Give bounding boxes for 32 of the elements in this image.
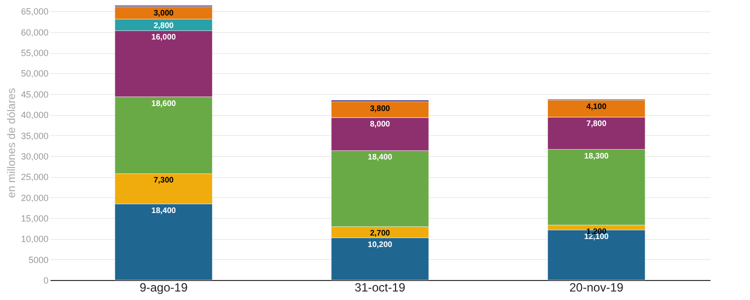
data-label: 7,300 xyxy=(154,176,174,185)
data-label: 3,000 xyxy=(154,8,174,18)
data-label: 2,700 xyxy=(370,228,391,238)
data-label: 18,400 xyxy=(151,206,176,215)
y-tick-label: 25,000 xyxy=(20,172,48,182)
x-tick-label: 20-nov-19 xyxy=(569,280,624,294)
x-tick-label: 31-oct-19 xyxy=(354,280,406,294)
data-label: 18,400 xyxy=(368,152,393,162)
y-tick-label: 5000 xyxy=(28,254,48,265)
y-tick-label: 40,000 xyxy=(20,110,48,120)
data-label: 18,600 xyxy=(151,98,176,108)
y-tick-label: 50,000 xyxy=(20,68,48,79)
data-label: 18,300 xyxy=(584,151,610,160)
y-tick-label: 60,000 xyxy=(20,27,48,38)
data-label: 2,800 xyxy=(154,21,174,30)
y-tick-label: 0 xyxy=(43,276,48,286)
data-label: 8,000 xyxy=(370,119,391,128)
data-label: 16,000 xyxy=(151,32,176,42)
y-tick-label: 65,000 xyxy=(20,6,48,17)
y-tick-label: 45,000 xyxy=(20,89,48,100)
y-tick-label: 10,000 xyxy=(20,234,48,244)
y-tick-label: 55,000 xyxy=(20,48,48,58)
data-label: 10,200 xyxy=(368,240,393,249)
y-tick-label: 15,000 xyxy=(20,213,48,224)
x-tick-label: 9-ago-19 xyxy=(140,280,188,294)
y-tick-label: 20,000 xyxy=(20,192,48,203)
data-label: 7,800 xyxy=(586,119,607,128)
data-label: 3,800 xyxy=(370,104,391,113)
y-tick-label: 30,000 xyxy=(20,151,48,162)
y-tick-label: 35,000 xyxy=(20,130,48,141)
data-label: 4,100 xyxy=(586,102,607,112)
y-axis-title: en millones de dólares xyxy=(6,87,18,198)
